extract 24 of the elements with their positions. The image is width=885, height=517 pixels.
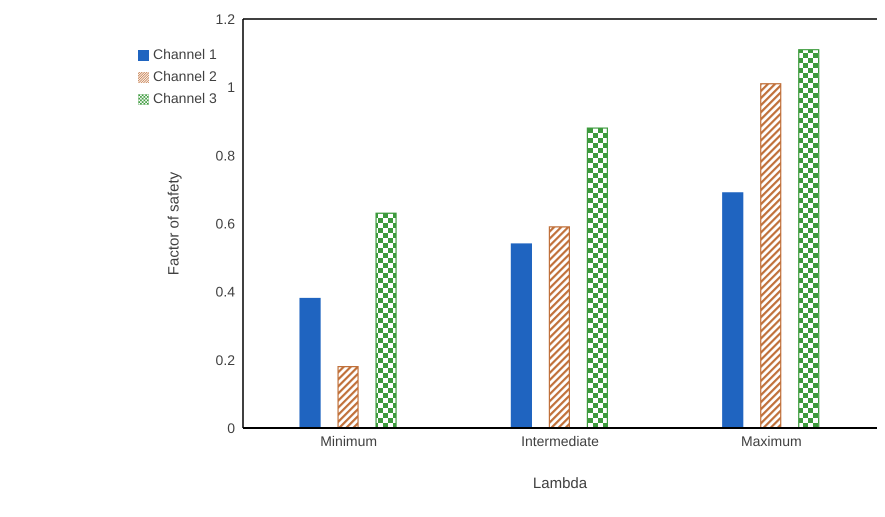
y-axis-title: Factor of safety bbox=[165, 171, 182, 276]
legend-label: Channel 2 bbox=[153, 68, 217, 84]
x-tick-label: Intermediate bbox=[521, 432, 600, 449]
bar bbox=[586, 127, 608, 428]
x-axis-title: Lambda bbox=[532, 475, 588, 492]
y-tick-label: 0 bbox=[227, 420, 236, 436]
y-tick-label: 0.2 bbox=[216, 352, 236, 368]
y-tick-label: 1.2 bbox=[216, 10, 236, 27]
x-tick-label: Minimum bbox=[320, 432, 378, 449]
y-tick-label: 0.8 bbox=[216, 147, 236, 164]
bar bbox=[722, 192, 744, 428]
legend-label: Channel 3 bbox=[153, 90, 217, 106]
bar bbox=[375, 212, 397, 428]
x-tick-label: Maximum bbox=[740, 432, 802, 449]
y-tick-label: 1 bbox=[227, 79, 236, 96]
bar bbox=[548, 226, 570, 428]
y-tick-label: 0.4 bbox=[216, 284, 236, 300]
bar bbox=[798, 49, 820, 428]
bar bbox=[337, 366, 359, 428]
bar bbox=[760, 83, 782, 428]
legend-label: Channel 1 bbox=[153, 46, 217, 62]
y-tick-label: 0.6 bbox=[216, 215, 236, 232]
bar bbox=[299, 298, 321, 428]
bar bbox=[510, 243, 532, 428]
